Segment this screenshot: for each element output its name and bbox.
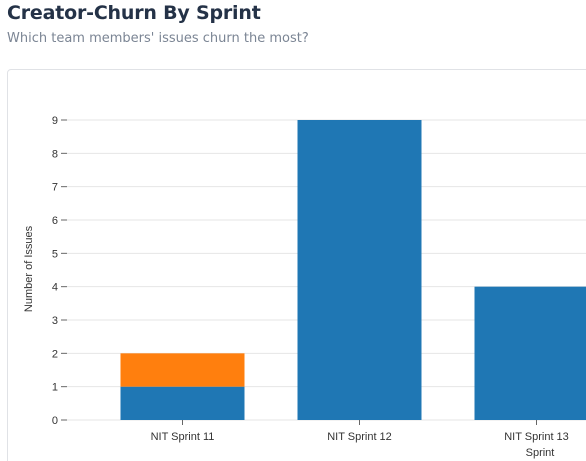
x-axis-label: Sprint [526,447,555,459]
y-tick-label-0: 0 [52,415,58,427]
y-tick-label-7: 7 [52,182,58,194]
bar-2-series-1[interactable] [297,120,422,420]
y-tick-label-8: 8 [52,148,58,160]
x-tick-label-2: NIT Sprint 12 [327,431,392,443]
bar-1-series-1[interactable] [120,386,245,420]
page-title: Creator-Churn By Sprint [7,2,261,24]
x-tick-label-3: NIT Sprint 13 [504,431,569,443]
page-subtitle: Which team members' issues churn the mos… [7,31,309,46]
y-tick-label-2: 2 [52,348,58,360]
y-tick-label-4: 4 [52,282,58,294]
x-tick-label-1: NIT Sprint 11 [151,431,215,443]
bar-3-series-1[interactable] [474,286,586,420]
y-tick-label-1: 1 [52,382,58,394]
y-axis-label: Number of Issues [23,225,35,312]
bars [120,120,586,420]
y-tick-label-6: 6 [52,215,58,227]
bar-1-series-2[interactable] [120,353,245,387]
axes: 0 1 2 3 4 5 6 7 8 9 NIT Sprint 11 NIT Sprint 12 NIT … [52,115,569,443]
y-tick-label-3: 3 [52,315,58,327]
y-tick-label-5: 5 [52,248,58,260]
y-tick-label-9: 9 [52,115,58,127]
